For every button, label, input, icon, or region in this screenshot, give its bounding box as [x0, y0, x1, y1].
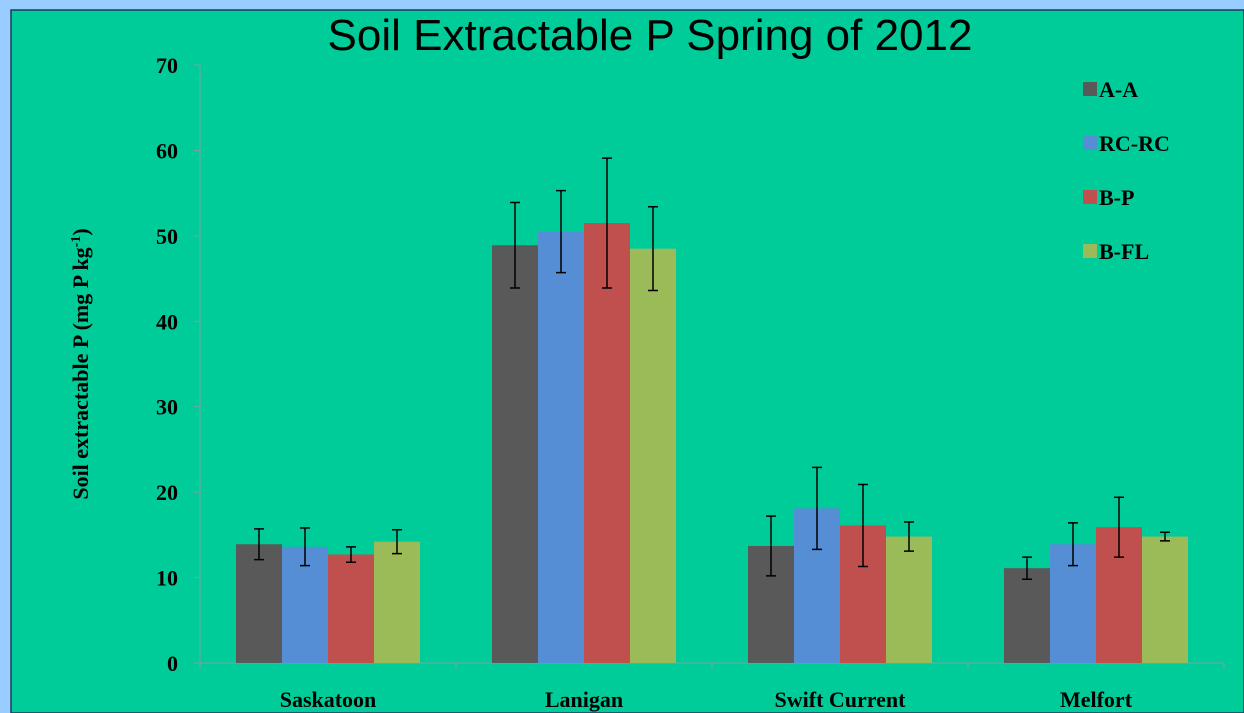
error-bar [1114, 496, 1124, 558]
bar [374, 541, 420, 663]
error-bar [1160, 531, 1170, 542]
x-tick-label: Swift Current [775, 687, 907, 712]
legend-label: A-A [1099, 77, 1138, 102]
error-bar [602, 157, 612, 289]
error-bar [1022, 556, 1032, 581]
legend-label: RC-RC [1099, 131, 1170, 156]
x-tick-label: Melfort [1060, 687, 1133, 712]
error-bar [556, 189, 566, 274]
bar [1142, 536, 1188, 663]
legend-label: B-FL [1099, 239, 1149, 264]
legend-swatch [1083, 82, 1097, 96]
bar [236, 544, 282, 663]
bar [538, 231, 584, 664]
error-bar [812, 466, 822, 551]
y-tick-label: 10 [156, 566, 178, 591]
error-bar [346, 546, 356, 563]
legend-swatch [1083, 190, 1097, 204]
error-bar [766, 515, 776, 577]
y-tick-label: 30 [156, 395, 178, 420]
y-tick-label: 20 [156, 480, 178, 505]
bar [328, 554, 374, 663]
y-label-sup: -1 [69, 236, 84, 248]
error-bar [254, 528, 264, 561]
bar [492, 245, 538, 664]
chart-title: Soil Extractable P Spring of 2012 [328, 11, 973, 60]
y-axis-label: Soil extractable P (mg P kg-1) [68, 228, 93, 499]
error-bar [648, 206, 658, 292]
legend-swatch [1083, 244, 1097, 258]
bar [886, 536, 932, 663]
bar [1004, 568, 1050, 663]
error-bar [1068, 522, 1078, 567]
y-tick-label: 50 [156, 224, 178, 249]
legend-label: B-P [1099, 185, 1134, 210]
error-bar [392, 528, 402, 555]
error-bar [300, 527, 310, 567]
error-bar [510, 201, 520, 289]
x-tick-label: Lanigan [545, 687, 623, 712]
bar [630, 248, 676, 663]
y-label-end: ) [68, 228, 93, 235]
y-tick-label: 40 [156, 309, 178, 334]
bar [584, 223, 630, 664]
y-tick-label: 70 [156, 53, 178, 78]
x-tick-label: Saskatoon [280, 687, 377, 712]
legend-swatch [1083, 136, 1097, 150]
error-bar [858, 483, 868, 568]
y-tick-label: 0 [167, 651, 178, 676]
error-bar [904, 521, 914, 552]
y-label-main: Soil extractable P (mg P kg [68, 247, 93, 499]
y-tick-label: 60 [156, 138, 178, 163]
